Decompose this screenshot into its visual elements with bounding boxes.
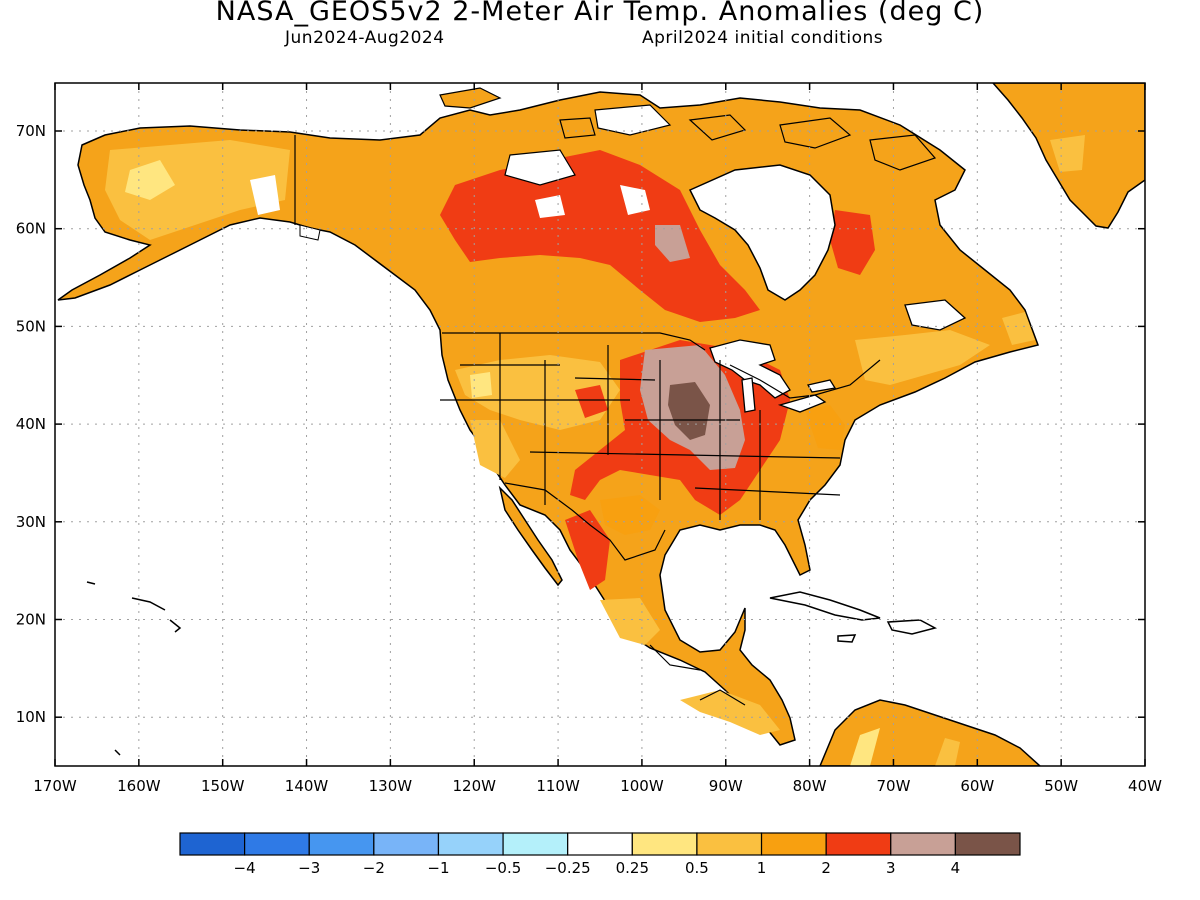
forecast-period: Jun2024-Aug2024 (285, 28, 445, 48)
colorbar-label: 1 (757, 859, 767, 877)
anomaly-shading (105, 140, 1035, 735)
colorbar-label: 0.25 (616, 859, 649, 877)
lon-label: 80W (793, 777, 827, 795)
lon-label: 140W (285, 777, 329, 795)
lon-label: 100W (620, 777, 664, 795)
colorbar-label: −1 (427, 859, 449, 877)
colorbar-swatch (631, 832, 698, 856)
map-area (57, 83, 1145, 766)
hispaniola (886, 619, 938, 635)
graticule (55, 83, 1145, 766)
political-boundaries (294, 135, 881, 706)
colorbar-labels: −4 −3 −2 −1 −0.5 −0.25 0.25 0.5 1 2 3 4 (234, 859, 961, 877)
lon-label: 40W (1128, 777, 1162, 795)
inland-water (299, 104, 967, 413)
lat-label: 10N (16, 708, 46, 726)
colorbar-swatch (954, 832, 1021, 856)
lon-label: 50W (1044, 777, 1078, 795)
baja-california (498, 485, 563, 587)
great-lakes (709, 339, 791, 399)
axis-ticks (54, 83, 1146, 766)
south-america-landmass (819, 699, 1042, 766)
colorbar-swatch (760, 832, 827, 856)
arctic-islands (439, 87, 937, 171)
hudson-bay (688, 164, 836, 301)
colorbar-swatch (502, 832, 569, 856)
initial-conditions: April2024 initial conditions (642, 28, 884, 48)
cuba (769, 591, 881, 621)
lon-label: 60W (960, 777, 994, 795)
colorbar-label: 4 (951, 859, 961, 877)
gulf-of-st-lawrence (904, 299, 967, 331)
colorbar-swatch (437, 832, 504, 856)
lat-label: 40N (16, 415, 46, 433)
lon-label: 110W (536, 777, 580, 795)
colorbar-swatch (373, 832, 440, 856)
colorbar-swatch (179, 832, 246, 856)
lat-label: 70N (16, 122, 46, 140)
colorbar-swatch (308, 832, 375, 856)
longitude-labels: 170W 160W 150W 140W 130W 120W 110W 100W 90W 80W 70… (33, 777, 1162, 795)
pacific-islands (86, 581, 182, 756)
colorbar-label: 0.5 (685, 859, 709, 877)
colorbar-label: 2 (821, 859, 831, 877)
lon-label: 130W (369, 777, 413, 795)
lon-label: 90W (709, 777, 743, 795)
lon-label: 120W (452, 777, 496, 795)
map-title: NASA_GEOS5v2 2-Meter Air Temp. Anomalies… (215, 0, 985, 27)
lat-label: 20N (16, 611, 46, 629)
lon-label: 170W (33, 777, 77, 795)
latitude-labels: 70N 60N 50N 40N 30N 20N 10N (16, 122, 46, 726)
colorbar-swatch (696, 832, 763, 856)
colorbar-label: −2 (363, 859, 385, 877)
colorbar (179, 832, 1021, 856)
colorbar-label: 3 (886, 859, 896, 877)
colorbar-label: −3 (298, 859, 320, 877)
jamaica (837, 634, 857, 643)
colorbar-label: −4 (234, 859, 256, 877)
lat-label: 50N (16, 317, 46, 335)
lon-label: 70W (877, 777, 911, 795)
colorbar-swatch (244, 832, 310, 856)
lat-label: 60N (16, 220, 46, 238)
colorbar-label: −0.25 (545, 859, 591, 877)
colorbar-label: −0.5 (485, 859, 521, 877)
lon-label: 160W (117, 777, 161, 795)
colorbar-swatch (567, 832, 633, 856)
colorbar-swatch (825, 832, 892, 856)
colorbar-swatch (890, 832, 956, 856)
lon-label: 150W (201, 777, 245, 795)
lat-label: 30N (16, 513, 46, 531)
